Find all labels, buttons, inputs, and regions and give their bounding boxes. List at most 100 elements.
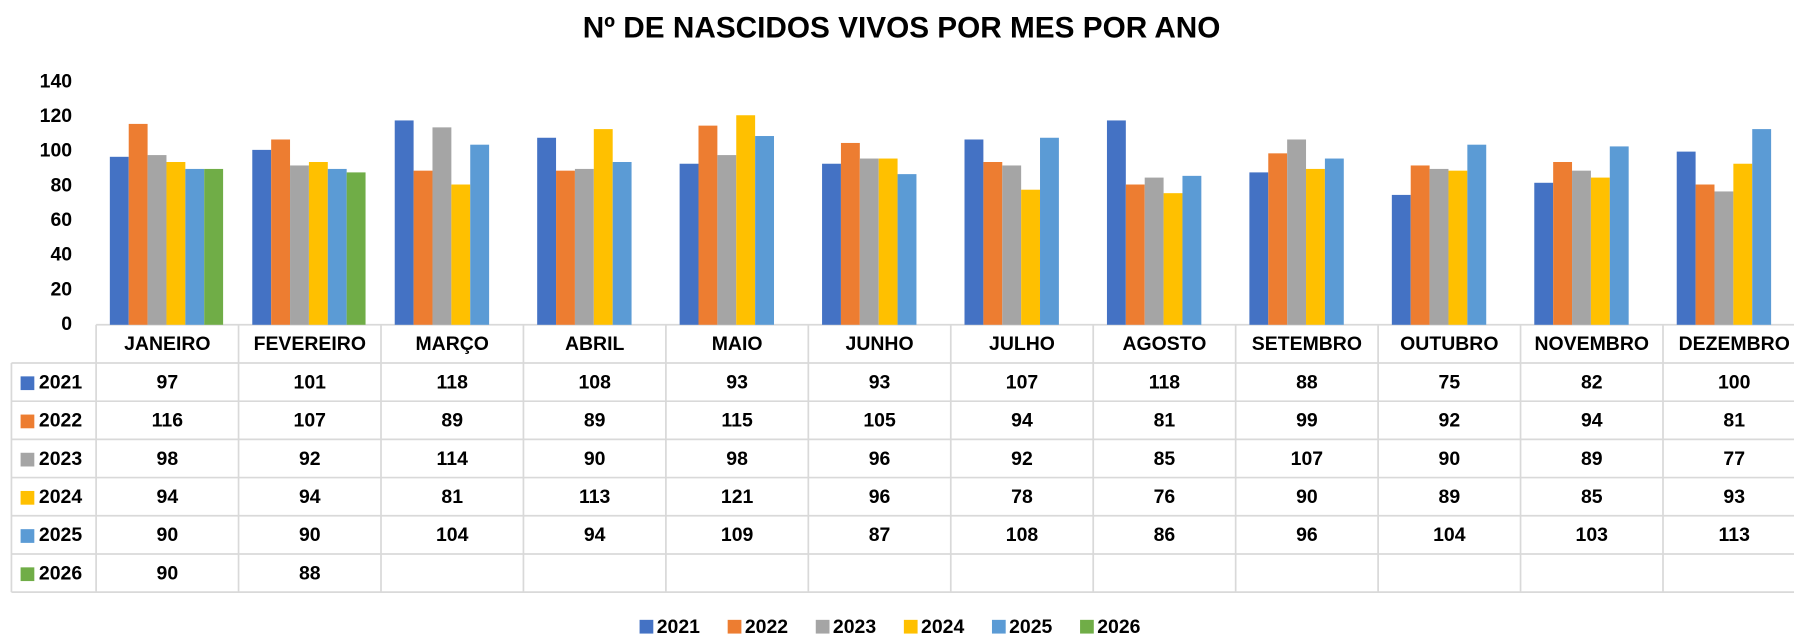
- y-tick-label: 60: [50, 209, 72, 231]
- table-cell: 90: [584, 448, 606, 470]
- x-tick-label: SETEMBRO: [1252, 333, 1362, 355]
- bar: [612, 162, 632, 325]
- table-cell: 81: [1154, 410, 1176, 432]
- x-tick-label: AGOSTO: [1122, 333, 1206, 355]
- table-row-label: 2023: [39, 448, 82, 470]
- x-tick-label: MARÇO: [415, 333, 488, 355]
- y-tick-label: 40: [50, 244, 72, 266]
- table-cell: 104: [1433, 524, 1466, 546]
- table-cell: 107: [1291, 448, 1323, 470]
- bar: [1429, 168, 1449, 325]
- table-cell: 99: [1296, 410, 1318, 432]
- table-legend-key: [20, 452, 35, 467]
- bar: [1021, 189, 1041, 325]
- table-cell: 108: [1006, 524, 1039, 546]
- bar: [1040, 137, 1059, 325]
- legend-label: 2023: [833, 616, 876, 637]
- legend-key: [1080, 619, 1094, 634]
- table-cell: 113: [579, 486, 611, 508]
- table-cell: 97: [157, 371, 179, 393]
- legend-key: [991, 619, 1006, 634]
- bar: [964, 139, 984, 325]
- bar: [1676, 151, 1696, 325]
- table-cell: 96: [869, 486, 891, 508]
- table-cell: 93: [726, 371, 748, 393]
- table-row-label: 2026: [39, 562, 82, 584]
- bar: [1733, 163, 1753, 325]
- bar: [470, 144, 490, 325]
- y-tick-label: 0: [61, 313, 72, 335]
- table-cell: 118: [1149, 371, 1181, 393]
- bar: [1106, 120, 1126, 325]
- table-legend-key: [20, 490, 35, 505]
- table-row-label: 2024: [39, 486, 82, 508]
- table-cell: 100: [1718, 371, 1751, 393]
- bar: [1002, 165, 1022, 325]
- table-cell: 77: [1723, 448, 1745, 470]
- table-cell: 109: [721, 524, 754, 546]
- table-cell: 86: [1154, 524, 1176, 546]
- y-tick-label: 120: [40, 105, 73, 127]
- bar: [1467, 144, 1487, 325]
- bar: [983, 162, 1003, 325]
- bar: [1695, 184, 1715, 325]
- table-cell: 96: [869, 448, 891, 470]
- bar: [109, 156, 129, 325]
- table-cell: 118: [437, 371, 469, 393]
- table-cell: 82: [1581, 371, 1603, 393]
- bar: [822, 163, 841, 325]
- table-cell: 90: [157, 524, 179, 546]
- legend-label: 2021: [657, 616, 700, 637]
- bar: [432, 127, 452, 325]
- bar: [1391, 194, 1411, 325]
- bar: [859, 158, 879, 325]
- bar: [878, 158, 898, 325]
- table-cell: 121: [721, 486, 754, 508]
- x-tick-label: JANEIRO: [124, 333, 210, 355]
- table-cell: 81: [1723, 410, 1745, 432]
- table-legend-key: [20, 376, 35, 391]
- table-legend-key: [20, 414, 35, 429]
- x-tick-label: FEVEREIRO: [254, 333, 366, 355]
- legend-key: [639, 619, 654, 634]
- legend-label: 2026: [1097, 616, 1140, 637]
- bar: [1182, 175, 1202, 325]
- bar: [574, 168, 594, 325]
- table-cell: 98: [157, 448, 179, 470]
- table-cell: 90: [1296, 486, 1318, 508]
- y-tick-label: 140: [40, 70, 73, 92]
- table-legend-key: [20, 529, 35, 543]
- bar: [308, 162, 328, 325]
- bar: [1306, 168, 1325, 325]
- bar: [346, 172, 366, 325]
- table-cell: 94: [299, 486, 321, 508]
- table-cell: 108: [578, 371, 611, 393]
- x-tick-label: MAIO: [712, 333, 763, 355]
- table-cell: 101: [294, 371, 327, 393]
- bar: [204, 168, 224, 325]
- bar: [736, 115, 756, 325]
- table-cell: 94: [157, 486, 179, 508]
- x-tick-label: JULHO: [989, 333, 1055, 355]
- table-cell: 107: [1006, 371, 1038, 393]
- bar: [1287, 139, 1307, 325]
- bar: [1609, 146, 1629, 325]
- table-cell: 88: [1296, 371, 1318, 393]
- table-cell: 93: [869, 371, 891, 393]
- bar: [185, 168, 205, 325]
- bar: [556, 170, 575, 325]
- table-cell: 115: [721, 410, 753, 432]
- table-row-label: 2022: [39, 410, 82, 432]
- y-tick-label: 20: [50, 278, 72, 300]
- table-cell: 94: [1581, 410, 1603, 432]
- bar: [1448, 170, 1468, 325]
- x-tick-label: DEZEMBRO: [1679, 333, 1790, 355]
- table-cell: 94: [1011, 410, 1033, 432]
- table-cell: 93: [1723, 486, 1745, 508]
- table-cell: 90: [299, 524, 321, 546]
- table-legend-key: [20, 567, 35, 582]
- table-cell: 92: [1011, 448, 1033, 470]
- bar: [1410, 165, 1430, 325]
- bar: [840, 142, 860, 325]
- bar: [147, 155, 167, 325]
